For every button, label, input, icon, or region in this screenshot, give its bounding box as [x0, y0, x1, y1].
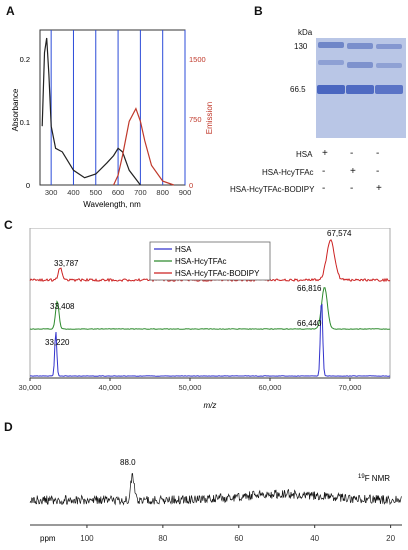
ppm-tick-label: 80	[158, 534, 167, 543]
abs-tick-0.2: 0.2	[20, 55, 30, 64]
panel-a-vertical-lines	[51, 30, 185, 185]
gel-band	[347, 43, 373, 49]
panel-a-chart: 300 400 500 600 700 800 900 0.2 0.1 0 1500 750…	[0, 0, 240, 215]
gel-band	[375, 85, 403, 94]
x-tick-label: 400	[67, 188, 80, 197]
abs-tick-0: 0	[26, 181, 30, 190]
em-tick-1500: 1500	[189, 55, 206, 64]
sign: -	[350, 148, 353, 159]
sign: +	[350, 166, 356, 177]
peak-label-33220: 33,220	[45, 338, 70, 347]
ppm-tick-label: 100	[80, 534, 94, 543]
ppm-tick-label: 40	[310, 534, 319, 543]
gel-band	[376, 63, 402, 68]
mz-tick-label: 50,000	[179, 383, 202, 392]
panel-label-b: B	[254, 4, 263, 18]
em-tick-750: 750	[189, 115, 202, 124]
x-tick-label: 300	[45, 188, 58, 197]
em-tick-0: 0	[189, 181, 193, 190]
sign: +	[376, 183, 382, 194]
sign: -	[376, 148, 379, 159]
peak-label-67574: 67,574	[327, 229, 352, 238]
sign: +	[322, 148, 328, 159]
mz-tick-label: 30,000	[19, 383, 42, 392]
mz-tick-label: 60,000	[259, 383, 282, 392]
wavelength-axis-label: Wavelength, nm	[83, 200, 141, 209]
gel-band	[346, 85, 374, 94]
row-label-hsa-hcytfac: HSA-HcyTFAc	[262, 168, 314, 177]
mz-axis-label: m/z	[204, 401, 217, 410]
peak-label-66440: 66,440	[297, 319, 322, 328]
legend-bodipy: HSA-HcyTFAc-BODIPY	[175, 269, 260, 278]
row-label-hsa-hcytfac-bodipy: HSA-HcyTFAc-BODIPY	[230, 185, 314, 194]
mz-tick-label: 40,000	[99, 383, 122, 392]
gel-band	[317, 85, 345, 94]
panel-a-frame	[40, 30, 185, 185]
peak-label-66816: 66,816	[297, 284, 322, 293]
marker-66-5: 66.5	[290, 85, 306, 94]
x-tick-label: 800	[156, 188, 169, 197]
legend-hcytfac: HSA-HcyTFAc	[175, 257, 227, 266]
panel-c-chart: 30,000 40,000 50,000 60,000 70,000 33,787 67…	[0, 228, 408, 420]
peak-label-33787: 33,787	[54, 259, 79, 268]
gel-band	[318, 60, 344, 65]
gel-band	[318, 42, 344, 48]
panel-d-chart: 100 80 60 40 20 ppm 88.0 19F NMR	[0, 445, 408, 550]
hsa-spectrum	[30, 305, 390, 377]
legend-hsa: HSA	[175, 245, 192, 254]
x-tick-label: 700	[134, 188, 147, 197]
marker-130: 130	[294, 42, 307, 51]
ppm-unit-label: ppm	[40, 534, 56, 543]
panel-label-d: D	[4, 420, 13, 434]
absorbance-axis-label: Absorbance	[11, 88, 20, 131]
emission-axis-label: Emission	[205, 102, 214, 134]
x-tick-label: 500	[90, 188, 103, 197]
nmr-spectrum	[30, 474, 401, 505]
gel-band	[347, 62, 373, 68]
x-tick-label: 600	[112, 188, 125, 197]
absorbance-curve	[42, 38, 140, 185]
sign: -	[350, 183, 353, 194]
sign: -	[322, 166, 325, 177]
abs-tick-0.1: 0.1	[20, 118, 30, 127]
nmr-title: 19F NMR	[358, 474, 390, 483]
nmr-peak-label: 88.0	[120, 458, 136, 467]
kda-label: kDa	[298, 28, 312, 37]
gel-band	[376, 44, 402, 49]
mz-tick-label: 70,000	[339, 383, 362, 392]
sign: -	[376, 166, 379, 177]
sign: -	[322, 183, 325, 194]
ppm-tick-label: 20	[386, 534, 395, 543]
row-label-hsa: HSA	[296, 150, 312, 159]
emission-curve	[114, 109, 174, 185]
peak-label-33408: 33,408	[50, 302, 75, 311]
hcytfac-spectrum	[30, 288, 390, 330]
panel-c-legend: HSA HSA-HcyTFAc HSA-HcyTFAc-BODIPY	[150, 242, 270, 280]
ppm-tick-label: 60	[234, 534, 243, 543]
gel-image	[316, 38, 406, 138]
